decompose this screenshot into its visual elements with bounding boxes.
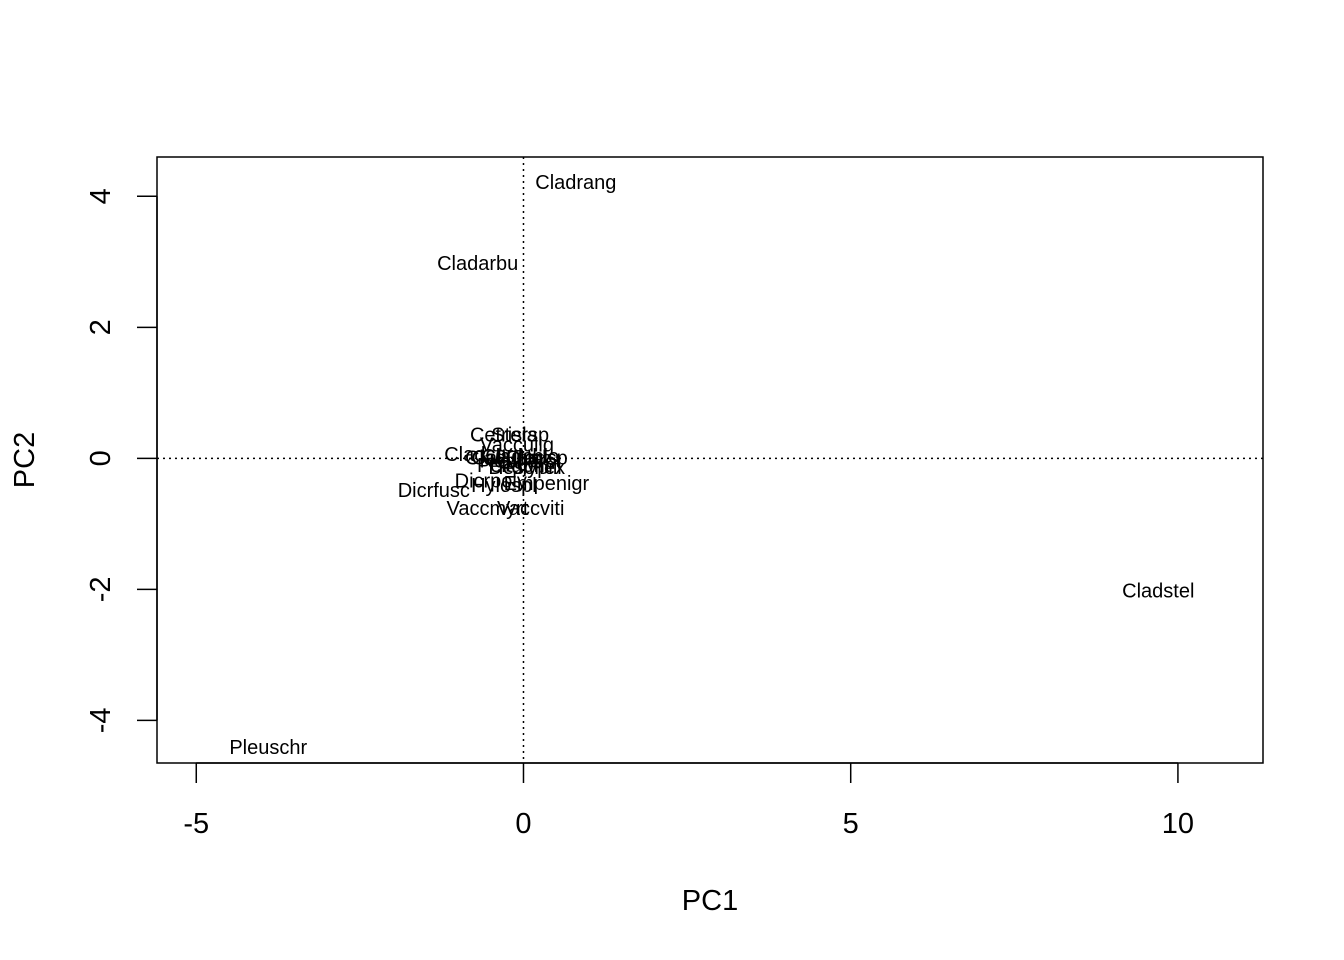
species-label-hylospl: Hylospl: [471, 475, 537, 497]
x-tick-label: -5: [183, 808, 209, 840]
species-label-peltapht: Peltapht: [477, 455, 551, 477]
species-label-descflex: Descflex: [488, 457, 565, 479]
x-axis-title: PC1: [682, 885, 738, 917]
species-label-cetrisla: Cetrisla: [470, 424, 539, 446]
y-axis: -4 -2 0 2 4: [85, 188, 158, 734]
y-tick-label: 4: [85, 188, 117, 204]
reference-lines: [157, 157, 1263, 763]
species-label-cladunci: Cladunci: [465, 447, 543, 469]
species-label-empenigr: Empenigr: [504, 473, 590, 495]
species-label-cladrang: Cladrang: [535, 172, 616, 194]
species-labels: Cladrang Cladarbu Cladstel Pleuschr Dicrfusc…: [229, 172, 1194, 759]
x-tick-label: 0: [515, 808, 531, 840]
species-label-cladsp: Cladsp: [505, 447, 567, 469]
y-tick-label: -4: [85, 708, 117, 734]
y-axis-title: PC2: [9, 432, 41, 488]
x-tick-label: 5: [843, 808, 859, 840]
y-tick-label: -2: [85, 576, 117, 602]
species-label-polypili: Polypili: [498, 457, 561, 479]
species-label-cladcorn: Cladcorn: [444, 444, 524, 466]
x-axis: -5 0 5 10: [183, 762, 1194, 840]
species-label-vaccmyrt: Vaccmyrt: [447, 498, 529, 520]
species-label-dicrpoly: Dicrpoly: [455, 470, 527, 492]
species-label-vaccviti: Vaccviti: [497, 498, 564, 520]
species-label-vacculig: Vacculig: [480, 434, 554, 456]
species-label-callvulg: Callvulg: [472, 447, 543, 469]
species-label-cladstel: Cladstel: [1122, 580, 1194, 602]
species-label-cladchlo: Cladchlo: [481, 446, 559, 468]
species-label-pleuschr: Pleuschr: [229, 737, 307, 759]
species-label-nepharct: Nepharct: [480, 451, 562, 473]
y-tick-label: 0: [85, 450, 117, 466]
x-tick-label: 10: [1162, 808, 1194, 840]
species-label-cladarbu: Cladarbu: [437, 253, 518, 275]
species-label-dicrfusc: Dicrfusc: [398, 480, 470, 502]
y-tick-label: 2: [85, 319, 117, 335]
species-label-stersp: Stersp: [491, 424, 549, 446]
